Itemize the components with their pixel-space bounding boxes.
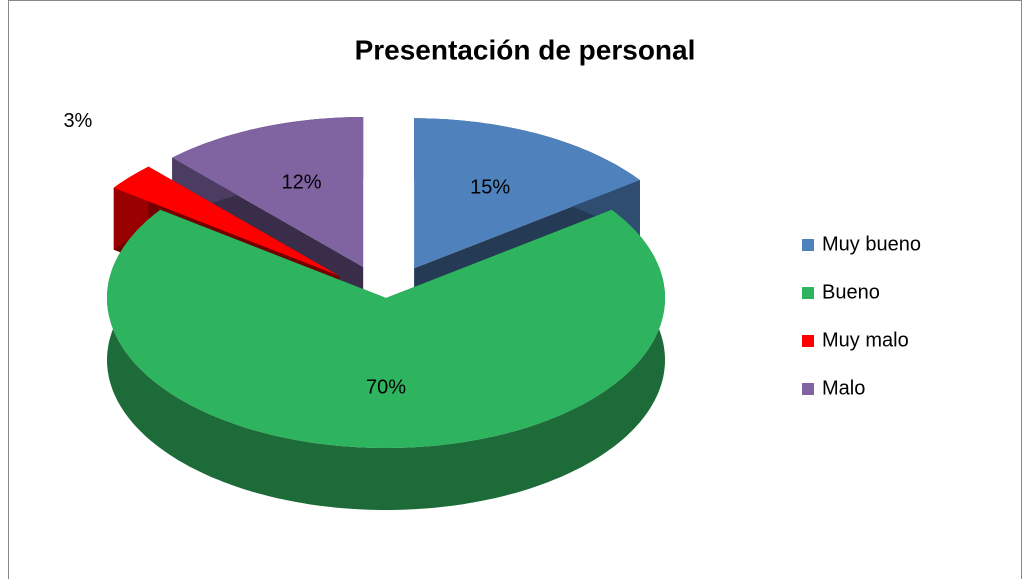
chart-title: Presentación de personal — [355, 34, 696, 65]
data-label: 70% — [366, 376, 406, 398]
legend-label: Bueno — [822, 281, 880, 303]
data-label: 15% — [470, 176, 510, 198]
slice-side — [107, 209, 665, 511]
legend-swatch — [802, 383, 814, 395]
legend-label: Muy malo — [822, 329, 909, 351]
legend-swatch — [802, 239, 814, 251]
legend-swatch — [802, 287, 814, 299]
slice — [414, 118, 640, 269]
data-label: 12% — [282, 172, 322, 194]
slice — [113, 166, 340, 276]
legend-label: Malo — [822, 377, 865, 399]
legend-label: Muy bueno — [822, 233, 921, 255]
slice — [172, 117, 364, 267]
data-label: 3% — [63, 110, 92, 132]
slice — [107, 209, 665, 448]
legend-swatch — [802, 335, 814, 347]
